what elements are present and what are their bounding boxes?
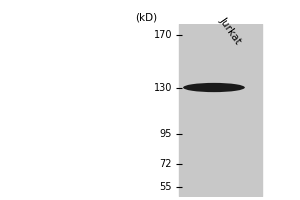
Text: (kD): (kD) bbox=[135, 13, 158, 23]
Ellipse shape bbox=[183, 83, 245, 92]
Text: 72: 72 bbox=[160, 159, 172, 169]
Text: 95: 95 bbox=[160, 129, 172, 139]
Text: Jurkat: Jurkat bbox=[218, 16, 243, 46]
Text: 170: 170 bbox=[154, 30, 172, 40]
Text: 130: 130 bbox=[154, 83, 172, 93]
Text: 55: 55 bbox=[160, 182, 172, 192]
